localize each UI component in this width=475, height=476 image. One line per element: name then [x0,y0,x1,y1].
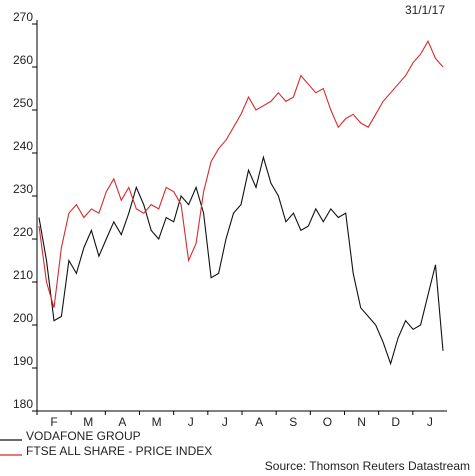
y-tick-label: 230 [13,182,33,196]
y-tick-label: 260 [13,53,33,67]
x-tick-label: M [152,415,162,429]
x-tick-label: A [118,415,126,429]
x-tick-label: A [255,415,263,429]
y-tick-label: 200 [13,311,33,325]
y-tick-label: 210 [13,268,33,282]
y-tick-label: 240 [13,139,33,153]
x-tick-label: J [188,415,194,429]
x-tick-label: M [83,415,93,429]
x-tick-label: S [289,415,297,429]
x-tick-label: J [222,415,228,429]
series-line [38,155,444,366]
x-tick-label: N [357,415,366,429]
x-tick-label: O [323,415,332,429]
legend-label: FTSE ALL SHARE - PRICE INDEX [26,444,212,458]
series-line [38,39,444,308]
source-label: Source: Thomson Reuters Datastream [265,459,470,473]
x-tick-label: F [50,415,57,429]
y-tick-label: 270 [13,10,33,24]
x-tick-label: J [427,415,433,429]
legend-label: VODAFONE GROUP [26,429,141,443]
x-tick-label: D [391,415,400,429]
y-tick-label: 180 [13,397,33,411]
date-label: 31/1/17 [405,3,445,17]
y-tick-label: 190 [13,354,33,368]
y-tick-label: 220 [13,225,33,239]
y-tick-label: 250 [13,96,33,110]
